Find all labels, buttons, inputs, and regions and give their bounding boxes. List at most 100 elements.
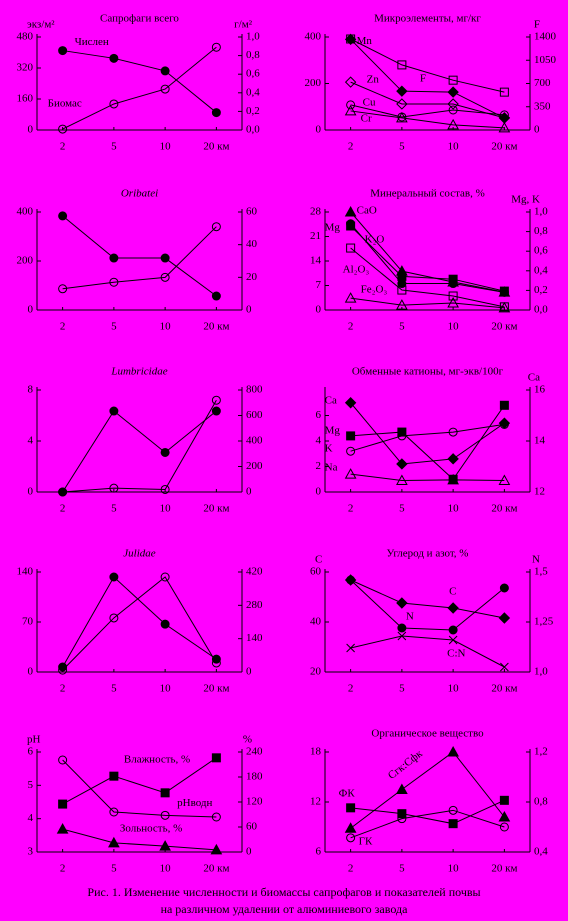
series-label: K — [325, 443, 333, 455]
y-axis-label: экз/м² — [27, 19, 55, 31]
series-line — [350, 104, 505, 118]
series-line — [62, 828, 217, 851]
x-tick-label: 20 км — [491, 863, 517, 875]
y2-tick-label: 700 — [534, 77, 551, 89]
series-label: Fe₂O₃ — [361, 284, 388, 296]
series-label: Cu — [363, 96, 376, 108]
marker — [108, 836, 120, 848]
series-line — [62, 759, 217, 818]
series-label: Ca — [325, 394, 337, 406]
y2-tick-label: 1,0 — [534, 206, 548, 218]
y2-tick-label: 0,4 — [246, 86, 260, 98]
marker — [58, 284, 68, 294]
x-tick-label: 5 — [399, 503, 405, 515]
y-tick-label: 12 — [310, 796, 321, 808]
y2-tick-label: 180 — [246, 771, 263, 783]
chart-title: Lumbricidae — [110, 366, 167, 378]
series-label: ГК — [359, 835, 373, 847]
y-tick-label: 40 — [310, 616, 322, 628]
y-tick-label: 0 — [28, 486, 34, 498]
marker — [498, 301, 511, 313]
x-tick-label: 10 — [448, 141, 460, 153]
series-label: C — [449, 586, 456, 598]
y2-tick-label: 12 — [534, 486, 545, 498]
x-tick-label: 20 км — [203, 321, 229, 333]
marker — [397, 60, 407, 70]
y-tick-label: 4 — [28, 812, 34, 824]
y-tick-label: 6 — [316, 846, 322, 858]
marker — [58, 211, 68, 221]
marker — [447, 602, 459, 614]
x-tick-label: 10 — [448, 503, 460, 515]
marker — [211, 753, 221, 763]
y2-tick-label: 120 — [246, 796, 263, 808]
marker — [499, 87, 509, 97]
marker — [396, 85, 408, 97]
chart-title: Julidae — [123, 548, 155, 560]
y2-tick-label: 200 — [246, 460, 263, 472]
series-label: Mn — [357, 35, 373, 47]
x-tick-label: 20 км — [491, 321, 517, 333]
series-line — [62, 757, 217, 805]
y-tick-label: 14 — [310, 255, 322, 267]
y2-tick-label: 0,8 — [534, 225, 548, 237]
marker — [211, 658, 221, 668]
x-tick-label: 2 — [60, 321, 66, 333]
marker — [498, 474, 511, 486]
y-tick-label: 3 — [28, 846, 34, 858]
series-line — [350, 809, 505, 839]
y2-tick-label: 20 — [246, 271, 258, 283]
marker — [344, 104, 357, 116]
marker — [344, 822, 357, 833]
y2-tick-label: 0,2 — [246, 105, 260, 117]
marker — [344, 292, 357, 303]
marker — [396, 111, 408, 123]
marker — [109, 99, 119, 109]
y2-tick-label: 16 — [534, 384, 546, 396]
marker — [397, 623, 407, 633]
y-tick-label: 140 — [17, 566, 34, 578]
x-tick-label: 10 — [160, 683, 172, 695]
y-tick-label: 0 — [316, 486, 322, 498]
x-tick-label: 5 — [111, 321, 117, 333]
series-label: K₂O — [365, 234, 385, 246]
y-tick-label: 8 — [28, 384, 34, 396]
series-line — [350, 225, 505, 292]
caption-line: на различном удалении от алюминиевого за… — [161, 902, 409, 916]
marker — [346, 803, 356, 813]
x-tick-label: 10 — [448, 683, 460, 695]
marker — [346, 221, 356, 231]
x-tick-label: 5 — [399, 683, 405, 695]
x-tick-label: 2 — [348, 863, 354, 875]
x-tick-label: 2 — [348, 321, 354, 333]
marker — [346, 34, 356, 44]
marker — [346, 100, 356, 110]
y-tick-label: 21 — [310, 230, 321, 242]
marker — [58, 665, 68, 675]
marker — [498, 810, 511, 822]
x-tick-label: 2 — [60, 141, 66, 153]
caption-line: Рис. 1. Изменение численности и биомассы… — [87, 885, 480, 899]
chart-title: Минеральный состав, % — [370, 188, 485, 200]
y2-tick-label: 1,0 — [246, 31, 260, 43]
x-tick-label: 5 — [399, 321, 405, 333]
series-line — [350, 402, 505, 465]
series-line — [350, 423, 505, 452]
y-tick-label: 18 — [310, 746, 322, 758]
y2-tick-label: 0 — [246, 666, 252, 678]
marker — [346, 431, 356, 441]
marker — [160, 253, 170, 263]
y-tick-label: 4 — [28, 435, 34, 447]
series-label: Биомас — [48, 98, 82, 110]
series-line — [350, 635, 505, 668]
marker — [58, 487, 68, 497]
y-tick-label: 200 — [305, 77, 322, 89]
marker — [160, 810, 170, 820]
marker — [447, 745, 459, 757]
y-tick-label: 6 — [316, 409, 322, 421]
series-line — [62, 46, 217, 130]
series-line — [350, 110, 505, 129]
marker — [397, 271, 407, 281]
y-tick-label: 0 — [28, 124, 34, 136]
